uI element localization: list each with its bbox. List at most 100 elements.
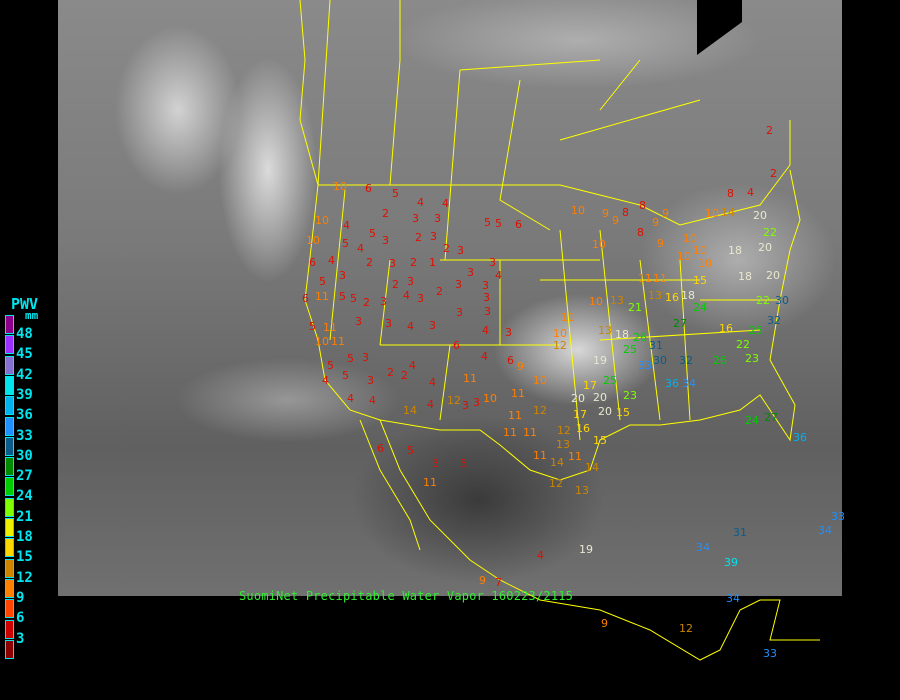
legend-label: 45 [16, 346, 33, 363]
station-pwv-value: 10 [589, 295, 603, 308]
station-pwv-value: 26 [633, 331, 647, 344]
station-pwv-value: 6 [515, 218, 522, 231]
station-pwv-value: 11 [523, 426, 537, 439]
station-pwv-value: 11 [331, 335, 345, 348]
station-pwv-value: 17 [573, 408, 587, 421]
station-pwv-value: 12 [533, 404, 547, 417]
station-pwv-value: 3 [505, 326, 512, 339]
station-pwv-value: 24 [745, 414, 759, 427]
station-pwv-value: 3 [457, 244, 464, 257]
station-pwv-value: 4 [407, 320, 414, 333]
station-pwv-value: 2 [443, 242, 450, 255]
station-pwv-value: 33 [831, 510, 845, 523]
station-pwv-value: 2 [366, 256, 373, 269]
station-pwv-value: 5 [407, 444, 414, 457]
station-pwv-value: 39 [724, 556, 738, 569]
station-pwv-value: 33 [763, 647, 777, 660]
station-pwv-value: 9 [612, 214, 619, 227]
station-pwv-value: 4 [495, 269, 502, 282]
station-pwv-value: 4 [482, 324, 489, 337]
legend-label: 18 [16, 529, 33, 545]
station-pwv-value: 18 [728, 244, 742, 257]
station-pwv-value: 3 [355, 315, 362, 328]
station-pwv-value: 11 [315, 290, 329, 303]
station-pwv-value: 11 [323, 321, 337, 334]
station-pwv-value: 3 [482, 279, 489, 292]
station-pwv-value: 34 [682, 377, 696, 390]
station-pwv-value: 15 [693, 274, 707, 287]
station-pwv-value: 18 [681, 289, 695, 302]
station-pwv-value: 16 [576, 422, 590, 435]
station-pwv-value: 31 [733, 526, 747, 539]
station-pwv-value: 2 [410, 256, 417, 269]
station-pwv-value: 19 [579, 543, 593, 556]
station-pwv-value: 10 [483, 392, 497, 405]
station-pwv-value: 14 [585, 461, 599, 474]
legend-label: 3 [16, 630, 25, 647]
station-pwv-value: 5 [350, 292, 357, 305]
legend-swatch [5, 457, 14, 477]
station-pwv-value: 20 [598, 405, 612, 418]
station-pwv-value: 13 [610, 294, 624, 307]
station-pwv-value: 9 [652, 216, 659, 229]
station-pwv-value: 17 [583, 379, 597, 392]
station-pwv-value: 20 [593, 391, 607, 404]
station-pwv-value: 5 [342, 369, 349, 382]
station-pwv-value: 4 [427, 398, 434, 411]
station-pwv-value: 6 [309, 256, 316, 269]
station-pwv-value: 31 [649, 339, 663, 352]
station-pwv-value: 13 [648, 289, 662, 302]
legend-label: 30 [16, 447, 33, 464]
station-pwv-value: 18 [615, 328, 629, 341]
station-pwv-value: 3 [483, 291, 490, 304]
station-pwv-value: 10 [333, 180, 347, 193]
station-pwv-value: 22 [756, 294, 770, 307]
station-pwv-value: 10 [571, 204, 585, 217]
station-pwv-value: 4 [481, 350, 488, 363]
station-pwv-value: 16 [665, 291, 679, 304]
station-pwv-value: 12 [557, 424, 571, 437]
legend-unit: mm [25, 309, 39, 322]
station-pwv-value: 1 [429, 256, 436, 269]
station-pwv-value: 14 [550, 456, 564, 469]
station-pwv-value: 10 [306, 234, 320, 247]
legend-label: 33 [16, 427, 33, 444]
station-pwv-value: 11 [463, 372, 477, 385]
station-pwv-value: 9 [601, 617, 608, 630]
station-pwv-value: 10 [677, 250, 691, 263]
station-pwv-value: 24 [693, 301, 707, 314]
station-pwv-value: 4 [343, 219, 350, 232]
legend-label: 6 [16, 610, 25, 627]
station-pwv-value: 3 [339, 269, 346, 282]
station-pwv-value: 27 [764, 411, 778, 424]
station-pwv-value: 11 [533, 449, 547, 462]
station-pwv-value: 11 [508, 409, 522, 422]
station-pwv-value: 11 [561, 311, 575, 324]
station-pwv-value: 3 [382, 234, 389, 247]
legend-label: 42 [16, 366, 33, 383]
station-pwv-value: 8 [639, 199, 646, 212]
legend-title: PWV [11, 295, 39, 313]
station-pwv-value: 4 [429, 376, 436, 389]
station-pwv-value: 20 [766, 269, 780, 282]
station-pwv-value: 5 [392, 187, 399, 200]
station-pwv-value: 5 [484, 216, 491, 229]
station-pwv-value: 5 [460, 457, 467, 470]
station-pwv-value: 2 [766, 124, 773, 137]
station-pwv-value: 23 [623, 389, 637, 402]
station-pwv-value: 5 [342, 237, 349, 250]
station-pwv-value: 5 [327, 359, 334, 372]
station-pwv-value: 30 [653, 354, 667, 367]
station-pwv-value: 10 [693, 244, 707, 257]
legend-label: 24 [16, 488, 33, 505]
station-pwv-value: 3 [417, 292, 424, 305]
station-pwv-value: 36 [793, 431, 807, 444]
station-pwv-value: 8 [727, 187, 734, 200]
station-pwv-value: 34 [818, 524, 832, 537]
legend-swatch [5, 335, 14, 355]
station-pwv-value: 3 [362, 351, 369, 364]
station-pwv-value: 5 [495, 217, 502, 230]
station-pwv-value: 9 [517, 360, 524, 373]
station-pwv-value: 19 [593, 354, 607, 367]
